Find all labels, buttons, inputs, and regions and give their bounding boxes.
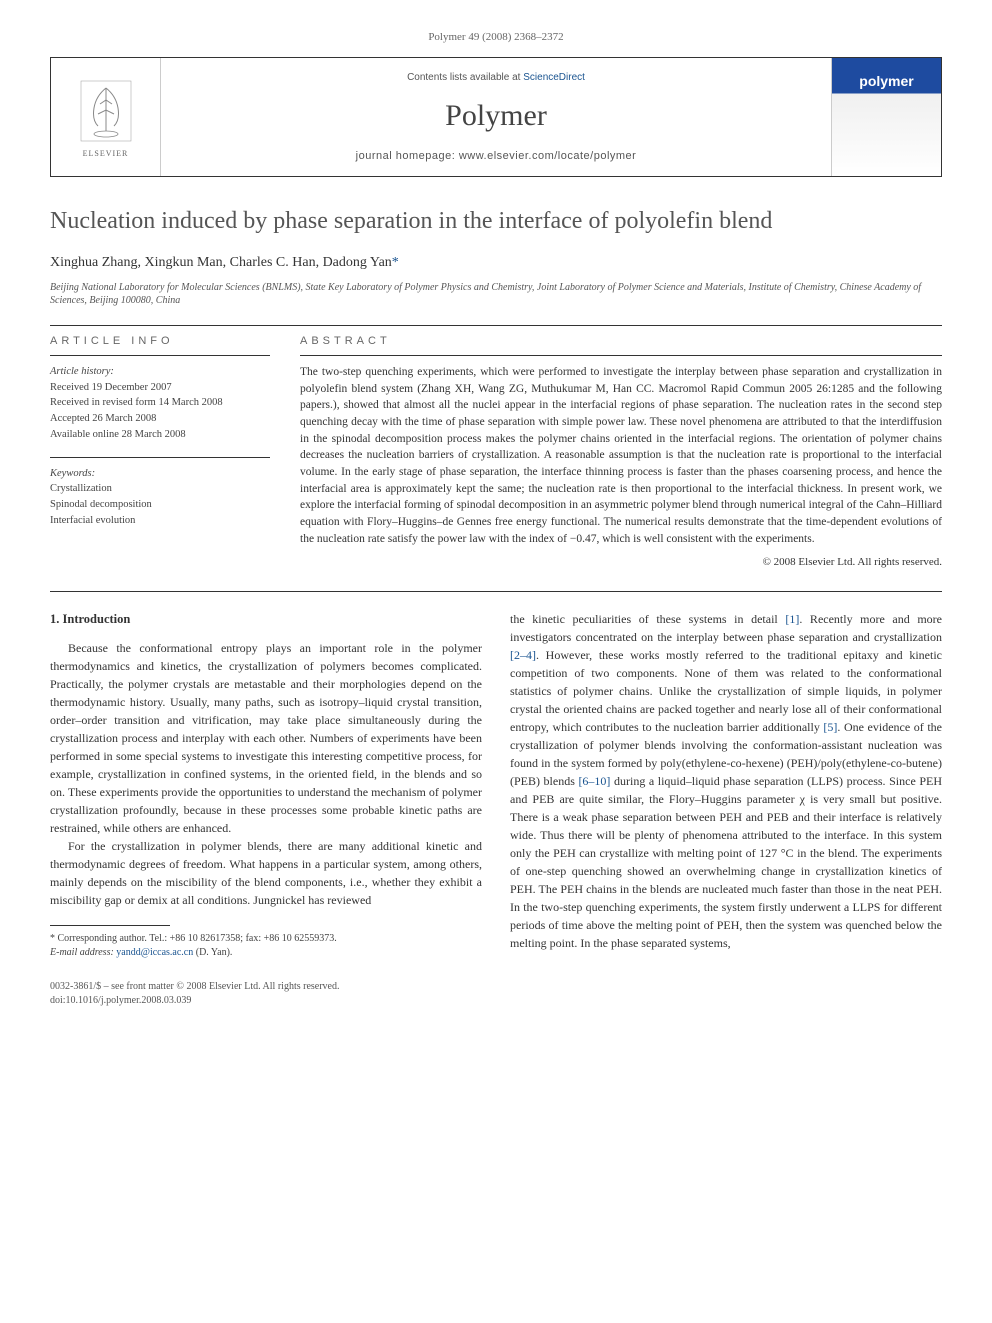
- ref-2-4[interactable]: [2–4]: [510, 648, 536, 662]
- corr-email-line: E-mail address: yandd@iccas.ac.cn (D. Ya…: [50, 946, 482, 960]
- elsevier-logo: ELSEVIER: [71, 72, 141, 162]
- page-footer: 0032-3861/$ – see front matter © 2008 El…: [50, 980, 942, 1008]
- keyword-2: Spinodal decomposition: [50, 497, 270, 513]
- online-date: Available online 28 March 2008: [50, 427, 270, 443]
- body-p1: Because the conformational entropy plays…: [50, 639, 482, 837]
- publisher-logo-box: ELSEVIER: [51, 58, 161, 176]
- abstract-copyright: © 2008 Elsevier Ltd. All rights reserved…: [300, 555, 942, 570]
- article-info-heading: ARTICLE INFO: [50, 334, 270, 349]
- keyword-3: Interfacial evolution: [50, 513, 270, 529]
- received-date: Received 19 December 2007: [50, 380, 270, 396]
- accepted-date: Accepted 26 March 2008: [50, 411, 270, 427]
- cover-label: polymer: [859, 72, 913, 92]
- abstract-column: ABSTRACT The two-step quenching experime…: [300, 334, 942, 571]
- article-title: Nucleation induced by phase separation i…: [50, 205, 942, 239]
- contents-available: Contents lists available at ScienceDirec…: [407, 71, 585, 85]
- info-rule-2: [50, 457, 270, 458]
- author-list: Xinghua Zhang, Xingkun Man, Charles C. H…: [50, 253, 942, 273]
- footer-doi: doi:10.1016/j.polymer.2008.03.039: [50, 994, 942, 1008]
- corresponding-footnote: * Corresponding author. Tel.: +86 10 826…: [50, 932, 482, 960]
- body-p2: For the crystallization in polymer blend…: [50, 837, 482, 909]
- contents-prefix: Contents lists available at: [407, 72, 523, 83]
- top-rule: [50, 325, 942, 326]
- banner-center: Contents lists available at ScienceDirec…: [161, 58, 831, 176]
- running-header: Polymer 49 (2008) 2368–2372: [50, 30, 942, 45]
- article-info-column: ARTICLE INFO Article history: Received 1…: [50, 334, 270, 571]
- email-link[interactable]: yandd@iccas.ac.cn: [116, 947, 193, 958]
- section-1-heading: 1. Introduction: [50, 610, 482, 629]
- abstract-text: The two-step quenching experiments, whic…: [300, 364, 942, 547]
- ref-5[interactable]: [5]: [823, 720, 837, 734]
- ref-1[interactable]: [1]: [785, 612, 799, 626]
- journal-homepage: journal homepage: www.elsevier.com/locat…: [356, 149, 637, 164]
- ref-6-10[interactable]: [6–10]: [578, 774, 610, 788]
- footnote-block: * Corresponding author. Tel.: +86 10 826…: [50, 925, 482, 960]
- p3e: during a liquid–liquid phase separation …: [510, 774, 942, 950]
- body-rule: [50, 591, 942, 592]
- footer-copyright: 0032-3861/$ – see front matter © 2008 El…: [50, 980, 942, 994]
- author-names: Xinghua Zhang, Xingkun Man, Charles C. H…: [50, 255, 392, 270]
- body-p3: the kinetic peculiarities of these syste…: [510, 610, 942, 952]
- article-history: Article history: Received 19 December 20…: [50, 364, 270, 443]
- keywords-block: Keywords: Crystallization Spinodal decom…: [50, 466, 270, 529]
- footnote-separator: [50, 925, 170, 926]
- journal-title: Polymer: [445, 95, 547, 137]
- corr-contact: * Corresponding author. Tel.: +86 10 826…: [50, 932, 482, 946]
- elsevier-tree-icon: [76, 76, 136, 146]
- publisher-name: ELSEVIER: [83, 148, 129, 159]
- p3a: the kinetic peculiarities of these syste…: [510, 612, 785, 626]
- affiliation: Beijing National Laboratory for Molecula…: [50, 281, 942, 307]
- journal-cover-thumb: polymer: [831, 58, 941, 176]
- corresponding-marker: *: [392, 255, 399, 270]
- info-abstract-row: ARTICLE INFO Article history: Received 1…: [50, 334, 942, 571]
- journal-banner: ELSEVIER Contents lists available at Sci…: [50, 57, 942, 177]
- abstract-heading: ABSTRACT: [300, 334, 942, 349]
- email-suffix: (D. Yan).: [193, 947, 232, 958]
- revised-date: Received in revised form 14 March 2008: [50, 395, 270, 411]
- body-two-column: 1. Introduction Because the conformation…: [50, 610, 942, 960]
- sciencedirect-link[interactable]: ScienceDirect: [523, 72, 585, 83]
- keyword-1: Crystallization: [50, 481, 270, 497]
- history-label: Article history:: [50, 364, 270, 380]
- abstract-rule: [300, 355, 942, 356]
- info-rule-1: [50, 355, 270, 356]
- email-label: E-mail address:: [50, 947, 116, 958]
- keywords-label: Keywords:: [50, 466, 270, 482]
